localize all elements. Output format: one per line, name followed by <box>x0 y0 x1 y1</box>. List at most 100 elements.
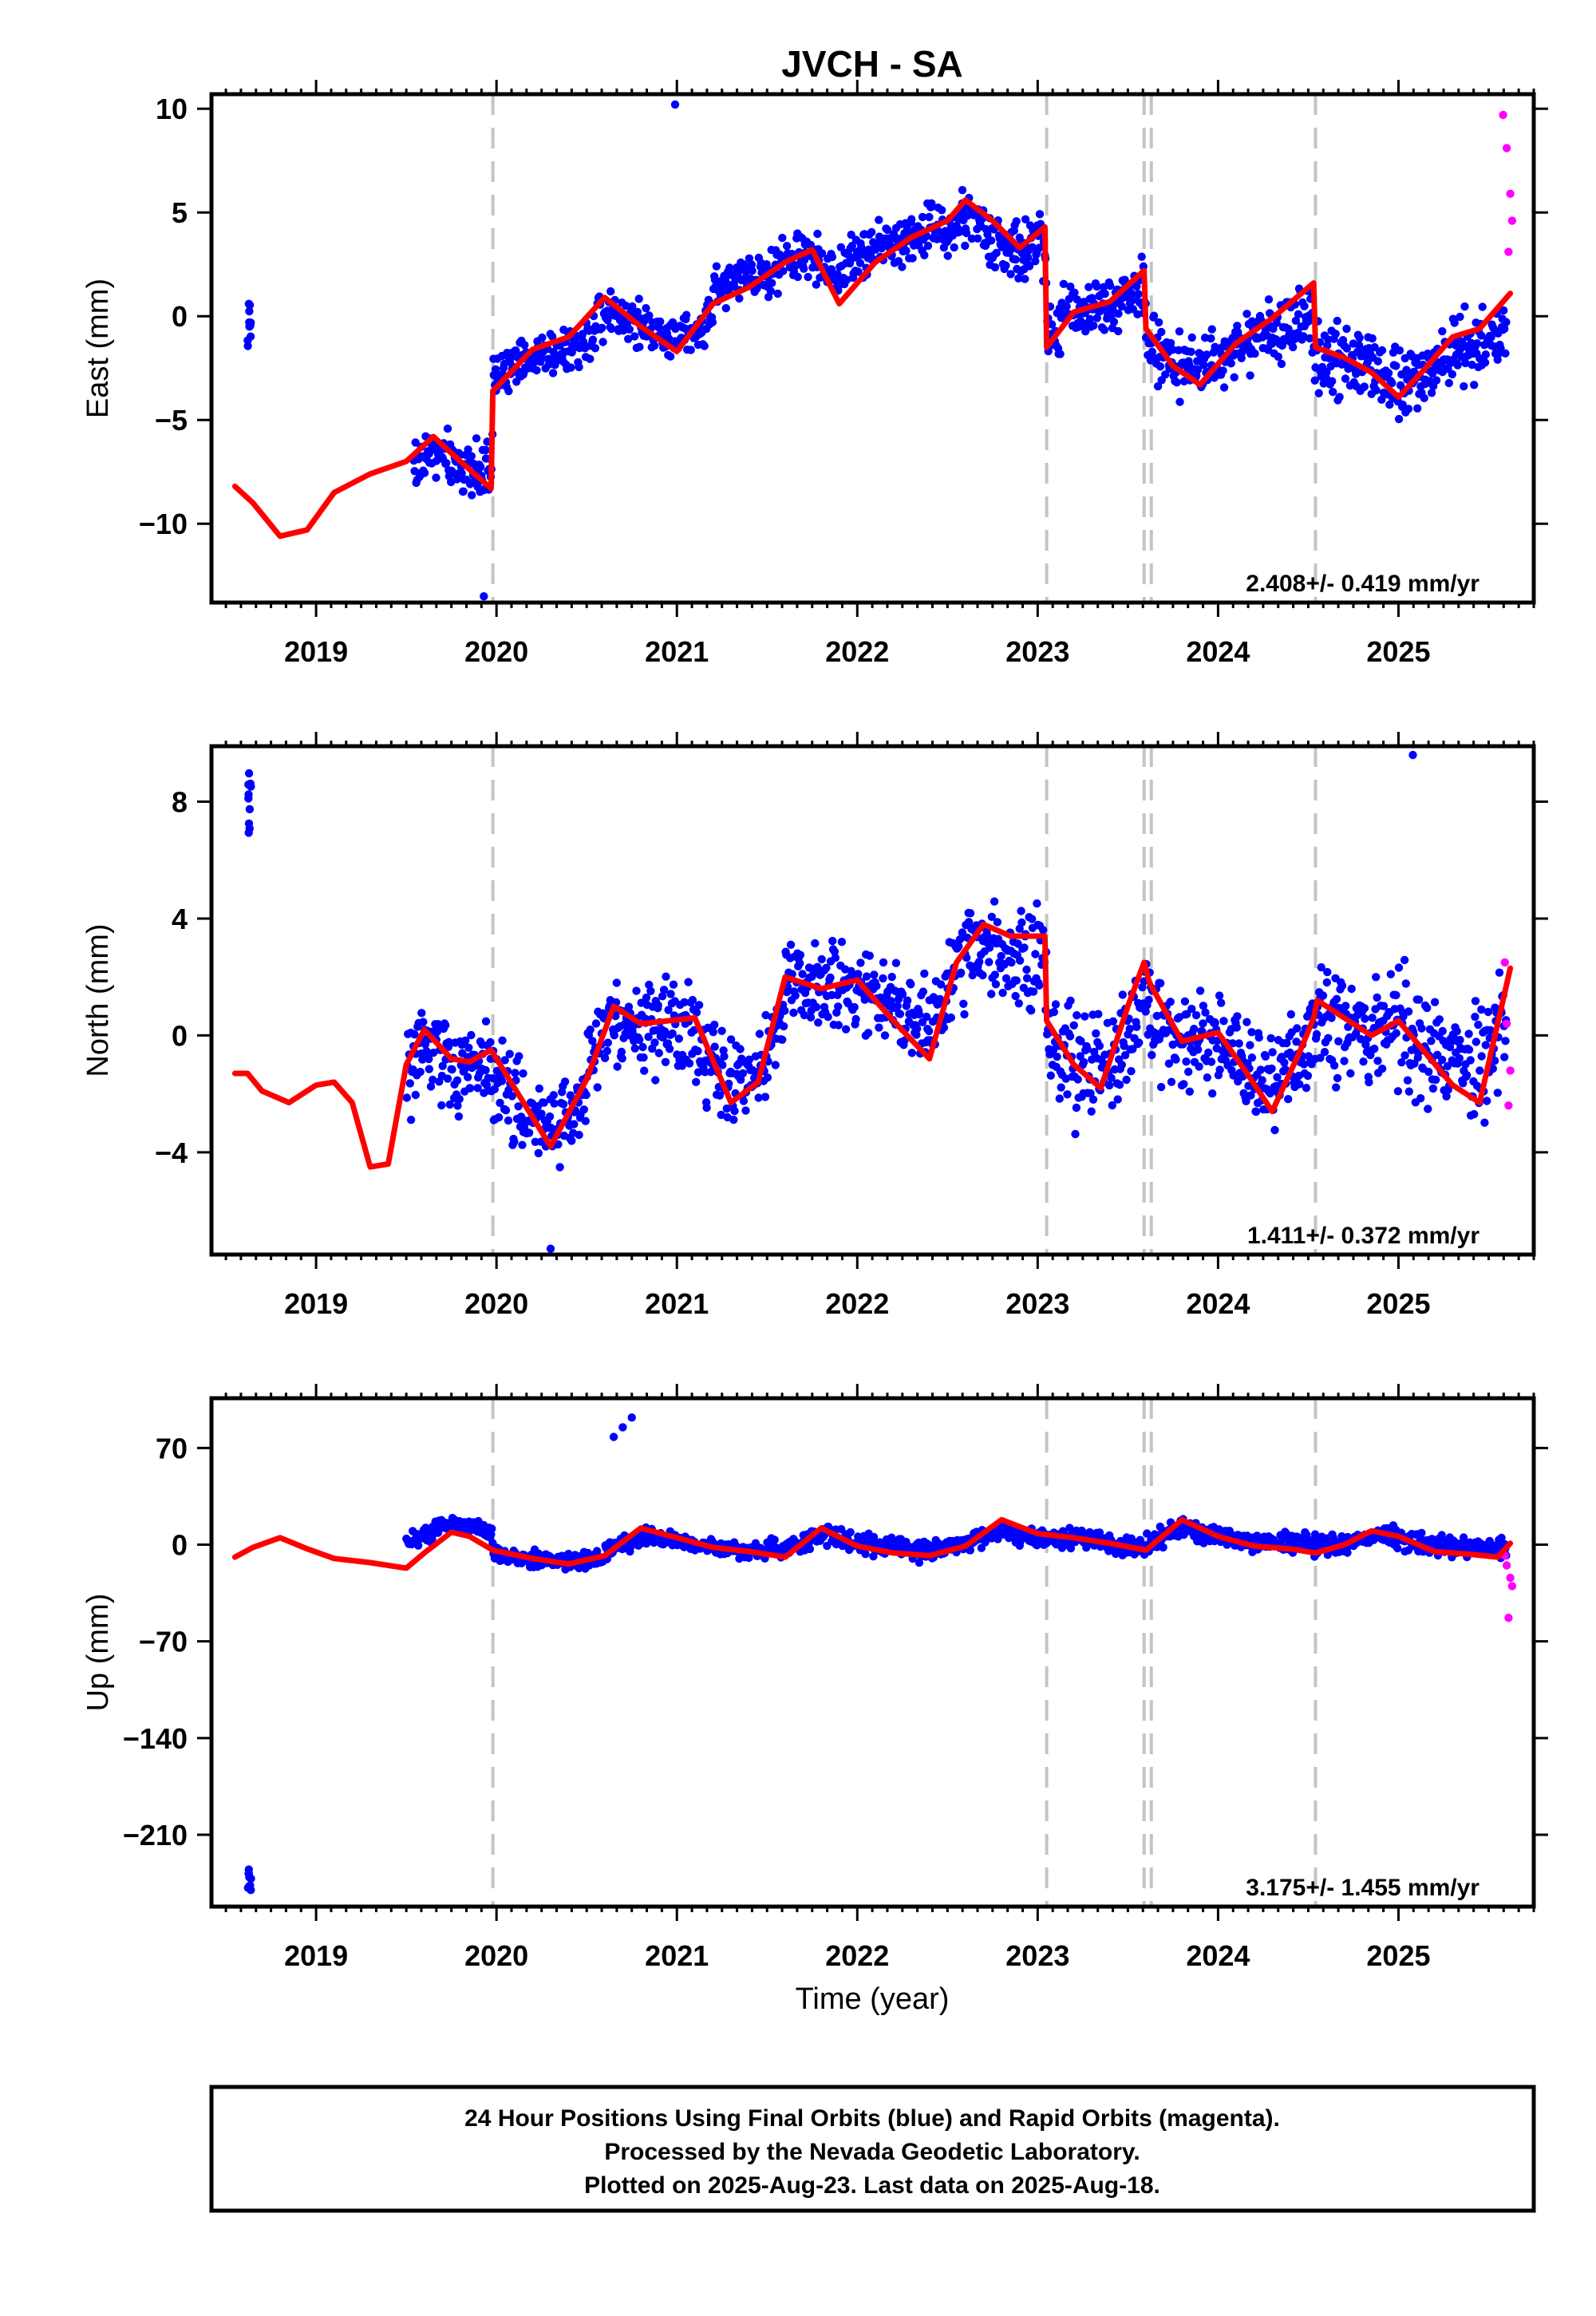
north-data-point <box>618 1054 626 1063</box>
east-data-point <box>1014 274 1023 283</box>
east-data-point <box>548 369 558 377</box>
north-data-point <box>1246 1091 1255 1100</box>
north-data-point <box>1456 1035 1464 1045</box>
east-data-point <box>1341 374 1350 383</box>
north-data-point <box>939 1023 949 1032</box>
east-data-point <box>1100 326 1109 334</box>
east-data-point <box>864 245 873 254</box>
east-data-point <box>1070 288 1079 297</box>
east-data-point <box>855 259 865 267</box>
east-data-point <box>1377 346 1387 355</box>
north-data-point <box>891 958 901 967</box>
east-data-point <box>1289 342 1298 352</box>
east-data-point <box>927 202 937 211</box>
east-data-point <box>1368 334 1377 343</box>
north-data-point <box>646 986 655 996</box>
caption-frame <box>209 2085 1536 2213</box>
east-x-tick-label: 2023 <box>1005 635 1069 668</box>
east-data-point <box>1404 405 1413 413</box>
east-data-point <box>504 386 513 396</box>
east-data-point <box>1084 283 1093 291</box>
north-data-point <box>501 1106 511 1115</box>
east-data-point <box>867 227 876 237</box>
east-data-point <box>1294 310 1303 318</box>
north-data-point <box>1011 991 1020 1001</box>
east-data-point <box>1230 373 1238 381</box>
north-data-point <box>1232 1023 1242 1032</box>
east-data-point <box>1448 370 1457 379</box>
north-data-point <box>645 980 654 990</box>
north-data-point <box>441 1021 450 1030</box>
up-x-tick-label: 2025 <box>1366 1939 1430 1972</box>
up-y-tick-label: −210 <box>123 1819 188 1852</box>
east-data-point <box>1100 289 1109 298</box>
east-data-point <box>793 272 802 282</box>
north-data-point <box>718 1061 727 1069</box>
north-data-point <box>813 962 822 971</box>
north-data-point <box>1051 1000 1061 1009</box>
north-data-point <box>433 1027 442 1036</box>
east-data-point <box>1352 370 1361 378</box>
north-data-point <box>602 1046 611 1056</box>
east-data-point <box>748 267 757 275</box>
east-y-tick-label: −5 <box>155 404 188 437</box>
north-data-point <box>778 1035 787 1045</box>
north-data-point <box>709 1028 717 1037</box>
north-data-point <box>862 972 871 981</box>
north-y-tick-label: 8 <box>172 786 188 819</box>
north-data-point <box>642 993 651 1002</box>
north-data-point <box>789 1008 798 1018</box>
north-data-point <box>913 1024 922 1034</box>
north-data-point <box>831 954 840 962</box>
north-data-point <box>586 1026 595 1034</box>
east-data-point <box>1444 378 1454 388</box>
north-data-point <box>1281 1065 1290 1074</box>
north-data-point <box>1428 1084 1438 1093</box>
north-data-point <box>1156 1082 1166 1092</box>
north-data-point <box>417 1009 426 1018</box>
north-data-point <box>1427 1037 1436 1045</box>
east-data-point <box>938 206 946 215</box>
east-data-point <box>1246 371 1254 380</box>
east-panel: 2019 2020 2021 2022 2023 2024 2025 10 5 0 −5 −10 Eas… <box>81 80 1548 668</box>
up-y-tick-label: 0 <box>172 1528 188 1561</box>
north-data-point <box>515 1052 523 1061</box>
north-data-point <box>1215 1065 1224 1074</box>
north-data-point <box>603 1038 612 1047</box>
east-data-point <box>875 215 883 224</box>
north-data-point <box>872 982 881 990</box>
north-data-point <box>1500 1053 1509 1061</box>
north-data-point <box>1201 1008 1210 1017</box>
north-data-point <box>514 1102 523 1111</box>
north-data-point <box>1095 1041 1104 1050</box>
east-data-point <box>1506 189 1515 198</box>
north-data-point <box>1191 1010 1201 1020</box>
north-data-point <box>688 995 697 1005</box>
north-data-point <box>898 990 907 999</box>
north-data-point <box>481 1017 491 1026</box>
north-data-point <box>1303 1071 1313 1081</box>
north-data-point <box>1443 1061 1452 1071</box>
north-data-point <box>754 1093 763 1102</box>
north-data-point <box>410 1030 419 1039</box>
north-data-point <box>654 1001 662 1010</box>
east-data-point <box>828 252 837 262</box>
up-y-axis-label: Up (mm) <box>81 1594 115 1712</box>
north-data-point <box>658 992 667 1001</box>
east-data-point <box>1134 290 1143 298</box>
east-x-tick-label: 2024 <box>1186 635 1250 668</box>
north-data-point <box>975 957 984 966</box>
north-data-point <box>1167 1077 1176 1086</box>
east-data-point <box>845 259 855 268</box>
north-data-point <box>612 978 621 987</box>
north-data-point <box>1179 1080 1188 1089</box>
east-data-point <box>1372 385 1381 395</box>
north-data-point <box>1219 1017 1228 1026</box>
x-axis-label: Time (year) <box>796 1982 950 2016</box>
east-data-point <box>567 363 575 372</box>
north-data-point <box>680 998 689 1007</box>
north-data-point <box>1430 998 1440 1006</box>
north-data-point <box>452 1076 462 1085</box>
east-data-point <box>712 262 721 271</box>
north-data-point <box>1273 1073 1282 1082</box>
